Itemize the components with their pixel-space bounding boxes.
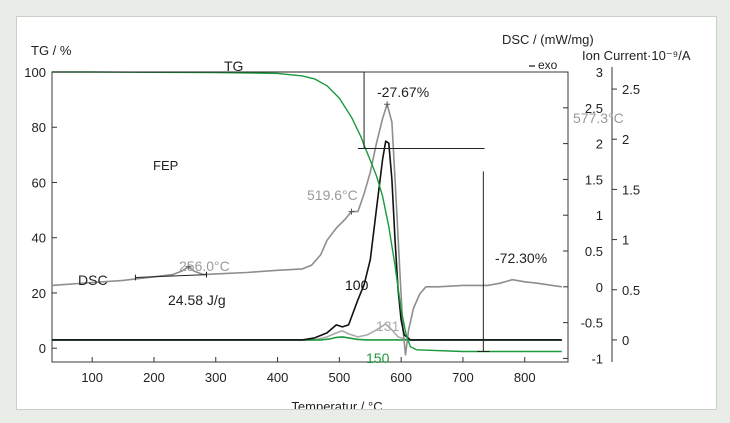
x-tick-label: 100 [81,370,103,385]
ion-tick-label: 1.5 [622,182,640,197]
peak-shoulder-label: 519.6°C [307,187,358,203]
peak-main-marker [384,101,391,108]
ion-axis-label: Ion Current·10⁻⁹/A [582,48,691,63]
x-tick-label: 300 [205,370,227,385]
x-tick-label: 200 [143,370,165,385]
series-label-150: 150 [366,350,390,366]
tg-step-top-label: -27.67% [377,84,429,100]
tg-step-bottom-label: -72.30% [495,250,547,266]
series-label-131: 131 [376,318,400,334]
series-line-131 [52,323,562,341]
thermal-analysis-chart: 100 200 300 400 500 600 700 800020406080100-1-0… [24,32,691,409]
series-line-dsc [51,103,562,356]
series-label-100: 100 [345,277,369,293]
series-label-dsc: DSC [78,272,108,288]
ion-tick-label: 0 [622,333,629,348]
dsc-tick-label: 2.5 [585,101,603,116]
tg-tick-label: 20 [32,286,46,301]
x-tick-label: 400 [267,370,289,385]
tg-tick-label: 100 [24,65,46,80]
tg-tick-label: 0 [39,341,46,356]
tg-tick-label: 60 [32,175,46,190]
ion-tick-label: 2.5 [622,82,640,97]
dsc-tick-label: 1.5 [585,172,603,187]
peak-main-label: 577.3°C [573,110,624,126]
x-tick-label: 800 [514,370,536,385]
series-label-tg: TG [224,58,243,74]
peak-low-marker [185,263,192,270]
series-line-tg [52,71,562,353]
sample-label: FEP [153,158,178,173]
dsc-enthalpy-baseline [135,274,207,279]
dsc-tick-label: 1 [596,208,603,223]
dsc-tick-label: 0.5 [585,244,603,259]
series-line-150 [52,336,562,341]
enthalpy-label: 24.58 J/g [168,292,226,308]
ion-tick-label: 0.5 [622,283,640,298]
chart-frame: 100 200 300 400 500 600 700 800 0 20 40 60 80 100 -1 -0… [16,16,717,410]
plot-border [51,71,569,363]
x-tick-label: 500 [329,370,351,385]
dsc-tick-label: -0.5 [581,316,603,331]
series-line-100 [52,140,562,341]
tg-tick-label: 80 [32,120,46,135]
tg-axis-label: TG / % [31,43,72,58]
peak-shoulder-marker [348,208,355,215]
dsc-tick-label: -1 [591,351,603,366]
tg-tick-label: 40 [32,231,46,246]
x-tick-label: 600 [390,370,412,385]
dsc-tick-label: 0 [596,280,603,295]
peak-low-label: 256.0°C [179,258,230,274]
ion-tick-label: 2 [622,132,629,147]
x-tick-label: 700 [452,370,474,385]
dsc-tick-label: 2 [596,137,603,152]
dsc-axis-label: DSC / (mW/mg) [502,32,594,47]
dsc-tick-label: 3 [596,65,603,80]
exo-label: exo [538,58,558,72]
ion-tick-label: 1 [622,233,629,248]
x-axis-label: Temperatur / °C [291,399,382,409]
